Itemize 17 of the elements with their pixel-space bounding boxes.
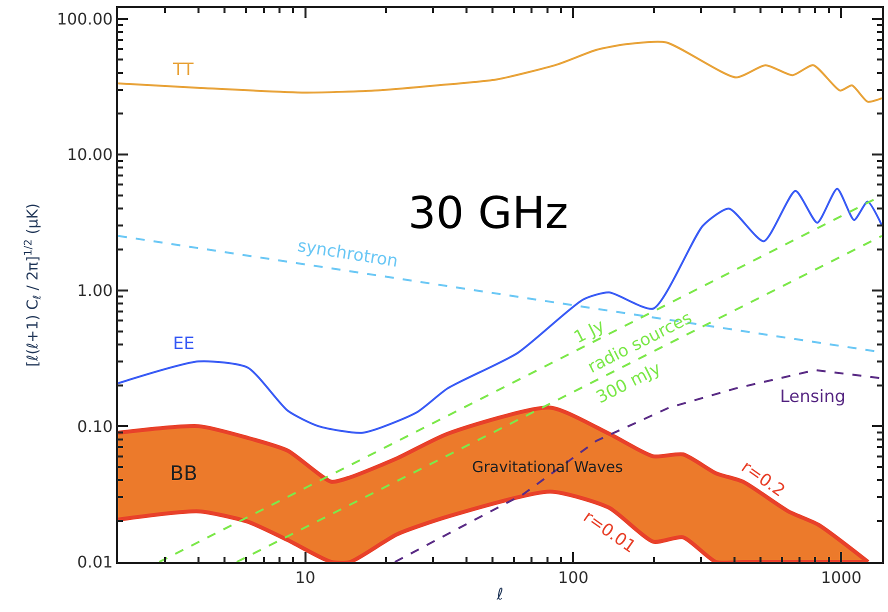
- y-tick-label: 10.00: [66, 145, 113, 164]
- y-tick-label: 0.01: [77, 552, 113, 572]
- annotation: Gravitational Waves: [472, 458, 624, 476]
- y-tick-label: 100.00: [56, 9, 113, 28]
- y-tick-label: 0.10: [77, 416, 113, 436]
- text: synchrotron: [296, 236, 400, 272]
- annotation: BB: [170, 461, 198, 485]
- series-label: EE: [173, 334, 194, 354]
- x-axis-title: ℓ: [496, 584, 504, 604]
- x-tick-label: 100: [558, 568, 589, 588]
- text: 1 Jy: [570, 316, 608, 348]
- series-label: TT: [172, 60, 194, 80]
- y-tick-label: 1.00: [77, 280, 113, 300]
- x-tick-label: 1000: [820, 568, 862, 588]
- series-label: Lensing: [780, 387, 846, 407]
- annotation: 30 GHz: [408, 188, 568, 239]
- x-tick-label: 10: [295, 568, 316, 588]
